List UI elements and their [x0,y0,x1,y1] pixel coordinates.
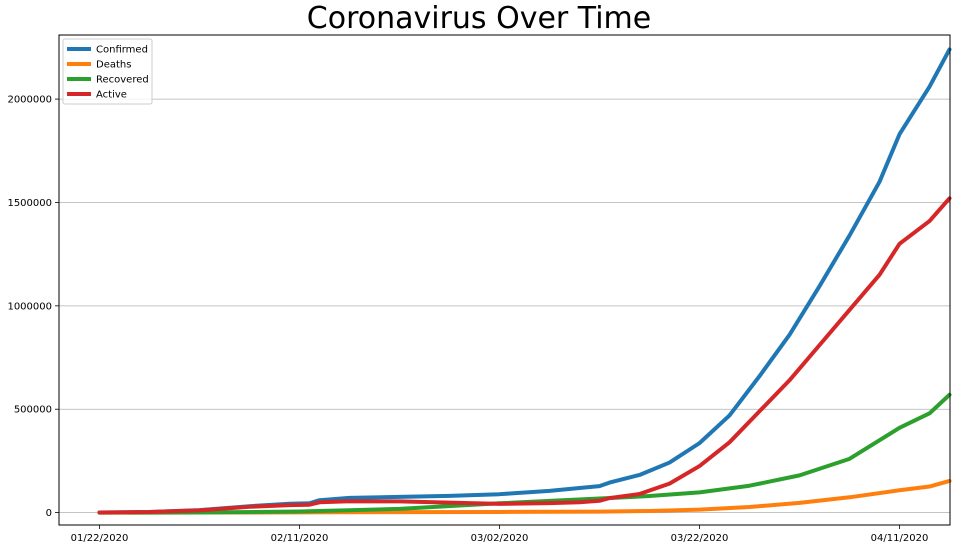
ytick-label-0: 0 [46,508,52,519]
legend: Confirmed Deaths Recovered Active [62,38,153,105]
xtick-label-3: 03/22/2020 [671,533,729,544]
chart-title: Coronavirus Over Time [306,1,652,36]
legend-label-confirmed: Confirmed [96,45,148,56]
legend-label-active: Active [96,90,127,101]
ytick-label-4: 2000000 [7,95,52,106]
plot-frame [58,34,951,526]
xtick-label-4: 04/11/2020 [871,533,929,544]
ytick-label-3: 1500000 [7,198,52,209]
xtick-label-2: 03/02/2020 [471,533,529,544]
x-axis: 01/22/2020 02/11/2020 03/02/2020 03/22/2020… [71,525,929,544]
series-layer [97,47,952,515]
xtick-label-0: 01/22/2020 [71,533,129,544]
legend-box [62,38,153,105]
xtick-label-1: 02/11/2020 [271,533,329,544]
legend-label-recovered: Recovered [96,75,149,86]
series-line-active [97,196,952,515]
legend-label-deaths: Deaths [96,60,131,71]
ytick-label-1: 500000 [14,405,52,416]
ytick-label-2: 1000000 [7,301,52,312]
grid-layer [59,98,950,513]
y-axis: 0 500000 1000000 1500000 2000000 [7,95,59,519]
series-line-confirmed [97,47,952,515]
series-line-recovered [97,392,952,515]
